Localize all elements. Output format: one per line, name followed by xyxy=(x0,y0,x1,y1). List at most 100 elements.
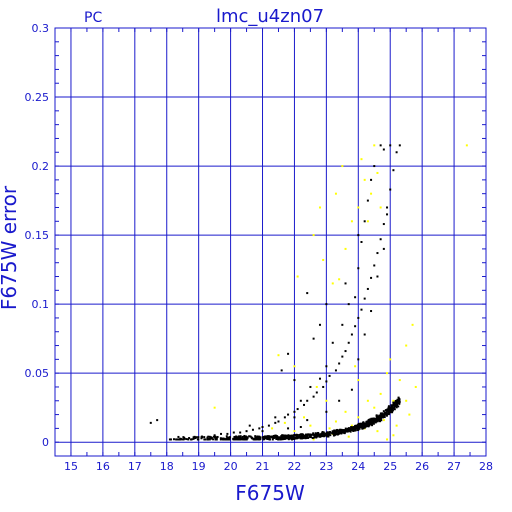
scatter-point xyxy=(293,436,296,439)
scatter-point xyxy=(382,223,385,226)
scatter-point xyxy=(382,148,385,151)
scatter-point xyxy=(465,144,468,147)
scatter-point xyxy=(357,206,360,209)
scatter-point xyxy=(258,436,261,439)
scatter-point xyxy=(367,419,370,422)
scatter-point xyxy=(372,417,375,420)
plot-frame xyxy=(54,27,487,457)
scatter-point xyxy=(338,432,341,435)
scatter-point xyxy=(271,438,274,441)
y-tick-label: 0 xyxy=(42,436,49,449)
scatter-point xyxy=(306,292,309,295)
scatter-point xyxy=(299,437,302,440)
scatter-point xyxy=(338,362,341,365)
scatter-point xyxy=(295,435,298,438)
scatter-point xyxy=(213,434,216,437)
scatter-point xyxy=(358,425,361,428)
scatter-point xyxy=(392,399,395,402)
scatter-point xyxy=(215,438,218,441)
scatter-point xyxy=(315,433,318,436)
scatter-point xyxy=(275,435,278,438)
scatter-point xyxy=(268,435,271,438)
scatter-point xyxy=(361,424,364,427)
x-tick-label: 22 xyxy=(287,460,301,473)
scatter-point xyxy=(326,431,329,434)
scatter-point xyxy=(305,433,308,436)
scatter-point xyxy=(363,297,366,300)
scatter-point xyxy=(258,427,261,430)
chart-title: lmc_u4zn07 xyxy=(216,6,324,27)
scatter-point xyxy=(212,438,215,441)
scatter-point xyxy=(318,323,321,326)
scatter-point xyxy=(322,385,325,388)
scatter-point xyxy=(363,422,366,425)
scatter-point xyxy=(331,282,334,285)
scatter-point xyxy=(309,424,312,427)
scatter-point xyxy=(362,426,365,429)
scatter-point xyxy=(318,206,321,209)
scatter-point xyxy=(236,436,239,439)
scatter-point xyxy=(381,414,384,417)
scatter-point xyxy=(344,282,347,285)
scatter-point xyxy=(395,403,398,406)
scatter-point xyxy=(397,396,400,399)
scatter-point xyxy=(321,434,324,437)
scatter-point xyxy=(370,422,373,425)
scatter-point xyxy=(386,372,389,375)
scatter-point xyxy=(382,414,385,417)
scatter-point xyxy=(281,438,284,441)
scatter-point xyxy=(300,434,303,437)
scatter-point xyxy=(296,275,299,278)
scatter-point xyxy=(326,434,329,437)
scatter-point xyxy=(341,355,344,358)
scatter-point xyxy=(331,341,334,344)
scatter-point xyxy=(328,374,331,377)
scatter-point xyxy=(314,433,317,436)
scatter-point xyxy=(207,435,210,438)
scatter-point xyxy=(292,434,295,437)
scatter-point xyxy=(291,437,294,440)
scatter-point xyxy=(280,369,283,372)
scatter-point xyxy=(383,411,386,414)
scatter-point xyxy=(369,422,372,425)
scatter-point xyxy=(378,414,381,417)
scatter-point xyxy=(219,437,222,440)
chart-subtitle: PC xyxy=(84,10,102,26)
scatter-point xyxy=(296,408,299,411)
x-tick-label: 18 xyxy=(160,460,174,473)
scatter-point xyxy=(275,438,278,441)
scatter-point xyxy=(394,405,397,408)
scatter-point xyxy=(373,144,376,147)
scatter-point xyxy=(344,247,347,250)
scatter-point xyxy=(284,435,287,438)
scatter-point xyxy=(371,424,374,427)
scatter-point xyxy=(395,151,398,154)
scatter-point xyxy=(312,436,315,439)
scatter-point xyxy=(278,436,281,439)
scatter-point xyxy=(377,417,380,420)
scatter-point xyxy=(336,428,339,431)
scatter-point xyxy=(379,206,382,209)
scatter-point xyxy=(228,436,231,439)
scatter-point xyxy=(357,422,360,425)
grid-lines xyxy=(55,27,487,456)
scatter-point xyxy=(357,379,360,382)
scatter-point xyxy=(264,436,267,439)
scatter-point xyxy=(389,409,392,412)
scatter-point xyxy=(373,264,376,267)
scatter-point xyxy=(325,365,328,368)
scatter-point xyxy=(284,437,287,440)
scatter-point xyxy=(350,424,353,427)
scatter-point xyxy=(306,419,309,422)
scatter-point xyxy=(344,410,347,413)
scatter-point xyxy=(200,437,203,440)
scatter-point xyxy=(353,429,356,432)
scatter-point xyxy=(267,437,270,440)
scatter-point xyxy=(203,438,206,441)
scatter-point xyxy=(287,352,290,355)
scatter-point xyxy=(245,437,248,440)
scatter-point xyxy=(366,287,369,290)
scatter-point xyxy=(277,420,280,423)
scatter-point xyxy=(245,435,248,438)
scatter-point xyxy=(192,437,195,440)
